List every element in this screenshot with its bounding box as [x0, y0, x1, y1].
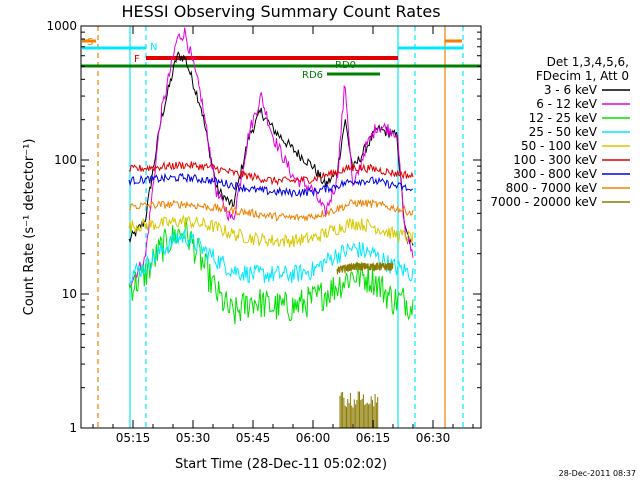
legend-label-8: 7000 - 20000 keV: [490, 195, 597, 209]
x-tick-label-1: 05:30: [176, 431, 211, 445]
legend-label-0: 3 - 6 keV: [544, 83, 598, 97]
series-line-8: [336, 261, 394, 275]
series-line-3: [128, 229, 414, 285]
flag-label-s: S: [87, 37, 93, 48]
x-tick-label-2: 05:45: [236, 431, 271, 445]
series-line-2: [128, 217, 414, 325]
series-layer: [128, 27, 414, 428]
legend-label-1: 6 - 12 keV: [536, 97, 598, 111]
flag-label-rd6: RD6: [302, 70, 323, 81]
legend-label-6: 300 - 800 keV: [513, 167, 597, 181]
plot-frame: [80, 25, 482, 429]
y-tick-label-3: 1000: [46, 19, 77, 33]
series-line-7: [128, 198, 414, 222]
legend-label-4: 50 - 100 keV: [521, 139, 598, 153]
instrument-flags: S NF RD0 RD6: [81, 26, 481, 428]
svg-text:Count Rate (s⁻¹ detector⁻¹): Count Rate (s⁻¹ detector⁻¹): [22, 139, 37, 316]
legend-label-5: 100 - 300 keV: [513, 153, 597, 167]
footer-timestamp: 28-Dec-2011 08:37: [559, 469, 636, 478]
x-tick-label-0: 05:15: [116, 431, 151, 445]
x-tick-label-3: 06:00: [296, 431, 331, 445]
series-line-4: [128, 214, 414, 248]
legend: Det 1,3,4,5,6, FDecim 1, Att 0 3 - 6 keV…: [490, 55, 630, 209]
x-tick-label-4: 06:15: [356, 431, 391, 445]
y-tick-label-0: 1: [69, 421, 77, 435]
flag-label-rd0: RD0: [335, 60, 356, 71]
legend-header-line-1: Det 1,3,4,5,6,: [547, 55, 629, 69]
y-tick-label-1: 10: [62, 287, 77, 301]
series-line-5: [128, 160, 414, 187]
legend-header-line-2: FDecim 1, Att 0: [536, 69, 629, 83]
axes-layer: 05:15 05:30 05:45 06:00 06:15 06:30 1 10 100 1000: [46, 19, 482, 445]
legend-label-7: 800 - 7000 keV: [506, 181, 598, 195]
series-line-1: [128, 27, 414, 288]
y-axis-label: Count Rate (s⁻¹ detector⁻¹): [22, 139, 37, 316]
flag-label-n: N: [150, 42, 157, 53]
x-tick-label-5: 06:30: [416, 431, 451, 445]
y-tick-label-2: 100: [54, 153, 77, 167]
flag-label-f: F: [134, 54, 140, 65]
legend-label-2: 12 - 25 keV: [529, 111, 598, 125]
chart-title: HESSI Observing Summary Count Rates: [121, 2, 440, 21]
x-axis-label: Start Time (28-Dec-11 05:02:02): [175, 457, 387, 472]
series-line-6: [128, 172, 414, 199]
legend-label-3: 25 - 50 keV: [529, 125, 598, 139]
